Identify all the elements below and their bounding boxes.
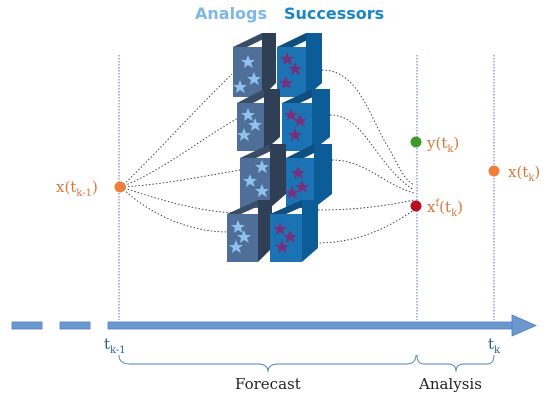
axis-dash-2 xyxy=(59,321,91,330)
analog-cube-1 xyxy=(233,33,276,97)
x-k-label: x(tk) xyxy=(508,163,540,184)
successor-cube-4 xyxy=(270,200,318,262)
x-k-point xyxy=(488,165,500,177)
analog-cube-4 xyxy=(227,200,272,262)
analogs-label: Analogs xyxy=(195,4,267,23)
successor-cube-2 xyxy=(282,89,330,151)
cube-stack xyxy=(227,33,332,262)
trajectories-in xyxy=(120,73,241,233)
forecast-brace xyxy=(118,354,417,373)
x-prev-point xyxy=(114,181,126,193)
analysis-label: Analysis xyxy=(418,375,482,393)
t-prev-label: tk-1 xyxy=(104,335,126,356)
axis-arrowhead xyxy=(511,314,537,337)
t-k-label: tk xyxy=(488,335,501,356)
successor-cube-3 xyxy=(285,144,332,208)
forecast-label: Forecast xyxy=(235,375,301,393)
xf-k-label: xf(tk) xyxy=(427,198,463,219)
time-axis xyxy=(11,314,537,337)
x-prev-label: x(tk-1) xyxy=(56,178,98,199)
analysis-brace xyxy=(416,354,495,373)
successor-cube-1 xyxy=(277,33,322,97)
axis-dash-1 xyxy=(11,321,43,330)
xf-k-point xyxy=(410,200,422,212)
analog-cube-2 xyxy=(237,89,280,151)
trajectories-out xyxy=(315,69,415,244)
analog-cube-3 xyxy=(240,144,286,208)
y-k-label: y(tk) xyxy=(426,134,459,155)
axis-bar xyxy=(107,321,515,330)
y-k-point xyxy=(410,136,422,148)
successors-label: Successors xyxy=(284,4,384,23)
